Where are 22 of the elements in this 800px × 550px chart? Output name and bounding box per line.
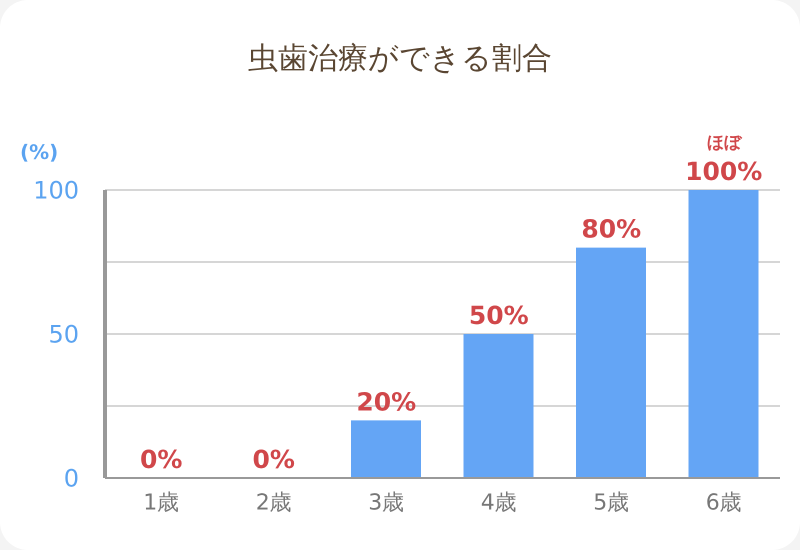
x-tick-label: 4歳 <box>480 490 517 516</box>
chart-title: 虫歯治療ができる割合 <box>247 40 553 78</box>
x-tick-label: 5歳 <box>593 490 630 516</box>
y-axis-title: (%) <box>20 140 58 164</box>
bar <box>688 190 758 478</box>
x-tick-label: 1歳 <box>143 490 180 516</box>
x-tick-label: 6歳 <box>706 490 742 516</box>
data-label: 80% <box>581 214 642 244</box>
y-tick-label: 50 <box>48 320 79 349</box>
data-label: 100% <box>685 157 762 186</box>
data-label: 20% <box>356 387 416 416</box>
y-tick-label: 100 <box>33 176 79 205</box>
y-tick-label: 0 <box>64 464 79 493</box>
bar <box>351 420 421 478</box>
data-label: 50% <box>468 301 529 330</box>
annotation: ほぼ <box>706 133 743 153</box>
data-label: 0% <box>252 445 295 474</box>
bar <box>576 248 646 478</box>
bar <box>464 334 534 478</box>
x-tick-label: 2歳 <box>256 490 292 516</box>
data-label: 0% <box>140 445 182 474</box>
x-tick-label: 3歳 <box>368 490 404 516</box>
